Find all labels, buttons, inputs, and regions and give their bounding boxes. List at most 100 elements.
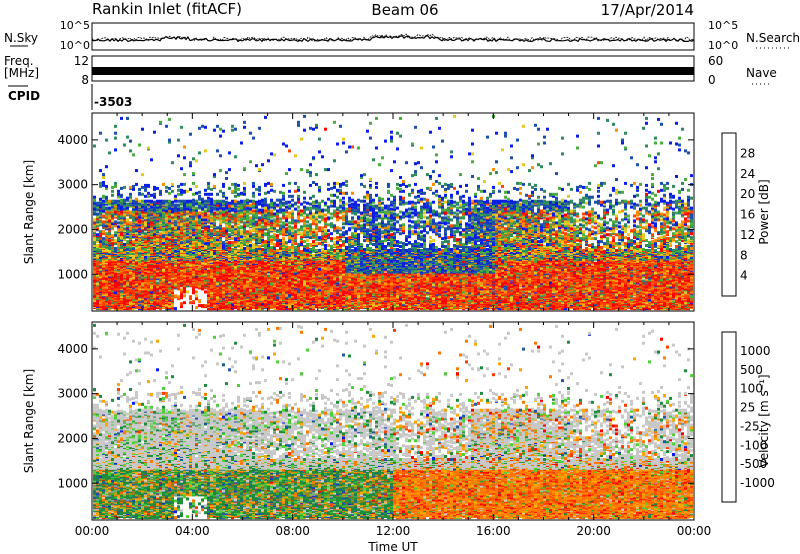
rti-cell xyxy=(150,249,153,253)
rti-cell xyxy=(138,242,141,246)
rti-cell xyxy=(153,259,156,263)
rti-cell xyxy=(162,249,165,252)
rti-cell xyxy=(111,214,114,218)
rti-cell xyxy=(135,231,138,235)
rti-cell xyxy=(231,279,234,283)
rti-cell xyxy=(258,199,261,203)
rti-cell xyxy=(105,232,108,236)
rti-cell xyxy=(138,303,141,307)
rti-cell xyxy=(123,234,126,238)
rti-cell xyxy=(162,241,165,245)
rti-cell xyxy=(225,200,228,204)
rti-cell xyxy=(159,270,162,274)
rti-cell xyxy=(147,246,150,249)
rti-cell xyxy=(93,225,96,229)
rti-cell xyxy=(177,203,180,207)
rti-cell xyxy=(177,231,180,235)
rti-cell xyxy=(240,230,243,234)
rti-cell xyxy=(111,250,114,254)
rti-cell xyxy=(189,187,192,191)
rti-cell xyxy=(162,219,165,223)
rti-cell xyxy=(234,127,237,131)
rti-cell xyxy=(108,229,111,233)
rti-cell xyxy=(114,136,117,140)
noise-right-tick-bottom: 10^0 xyxy=(708,39,738,52)
rti-cell xyxy=(135,223,138,227)
rti-cell xyxy=(153,187,156,191)
rti-cell xyxy=(141,246,144,249)
rti-cell xyxy=(153,295,156,299)
rti-cell xyxy=(117,244,120,247)
rti-cell xyxy=(120,244,123,247)
rti-cell xyxy=(111,189,114,193)
rti-cell xyxy=(129,281,132,285)
rti-cell xyxy=(183,294,186,298)
rti-cell xyxy=(258,245,261,248)
rti-cell xyxy=(108,235,111,239)
rti-cell xyxy=(234,194,237,198)
rti-cell xyxy=(252,199,255,203)
rti-cell xyxy=(162,211,165,215)
rti-cell xyxy=(102,224,105,228)
rti-cell xyxy=(183,189,186,193)
rti-cell xyxy=(132,199,135,203)
rti-cell xyxy=(93,247,96,250)
rti-cell xyxy=(126,259,129,263)
rti-cell xyxy=(117,227,120,231)
rti-cell xyxy=(222,241,225,245)
rti-cell xyxy=(156,281,159,285)
rti-cell xyxy=(204,304,207,308)
rti-cell xyxy=(105,304,108,308)
rti-cell xyxy=(99,203,102,207)
rti-cell xyxy=(105,206,108,210)
rti-cell xyxy=(147,216,150,220)
rti-cell xyxy=(162,234,165,238)
rti-cell xyxy=(243,186,246,190)
rti-cell xyxy=(129,270,132,274)
rti-cell xyxy=(132,240,135,244)
rti-cell xyxy=(249,131,252,135)
rti-cell xyxy=(129,230,132,234)
rti-cell xyxy=(207,213,210,217)
rti-cell xyxy=(192,300,195,304)
rti-cell xyxy=(153,215,156,219)
rti-cell xyxy=(201,226,204,230)
rti-cell xyxy=(123,229,126,233)
rti-cell xyxy=(144,202,147,206)
rti-cell xyxy=(96,282,99,286)
rti-cell xyxy=(138,201,141,205)
rti-cell xyxy=(246,247,249,250)
rti-cell xyxy=(255,200,258,204)
rti-cell xyxy=(114,269,117,273)
rti-cell xyxy=(237,200,240,204)
rti-cell xyxy=(234,199,237,203)
rti-cell xyxy=(231,303,234,307)
rti-cell xyxy=(93,144,96,148)
noise-panel-frame xyxy=(91,22,695,51)
rti-cell xyxy=(153,226,156,230)
rti-cell xyxy=(195,290,198,294)
rti-cell xyxy=(165,231,168,235)
rti-cell xyxy=(180,125,183,129)
rti-cell xyxy=(138,261,141,265)
rti-cell xyxy=(180,206,183,210)
rti-cell xyxy=(123,248,126,251)
rti-cell xyxy=(99,131,102,135)
rti-cell xyxy=(108,210,111,214)
rti-cell xyxy=(99,284,102,288)
rti-cell xyxy=(147,199,150,203)
rti-cell xyxy=(228,168,231,172)
rti-cell xyxy=(135,285,138,289)
rti-cell xyxy=(111,306,114,310)
rti-cell xyxy=(162,239,165,243)
rti-cell xyxy=(93,227,96,231)
rti-cell xyxy=(126,198,129,202)
rti-cell xyxy=(255,288,258,292)
rti-cell xyxy=(114,249,117,253)
rti-cell xyxy=(99,169,102,173)
rti-cell xyxy=(111,205,114,209)
rti-cell xyxy=(189,199,192,203)
rti-cell xyxy=(147,249,150,252)
rti-cell xyxy=(129,257,132,261)
